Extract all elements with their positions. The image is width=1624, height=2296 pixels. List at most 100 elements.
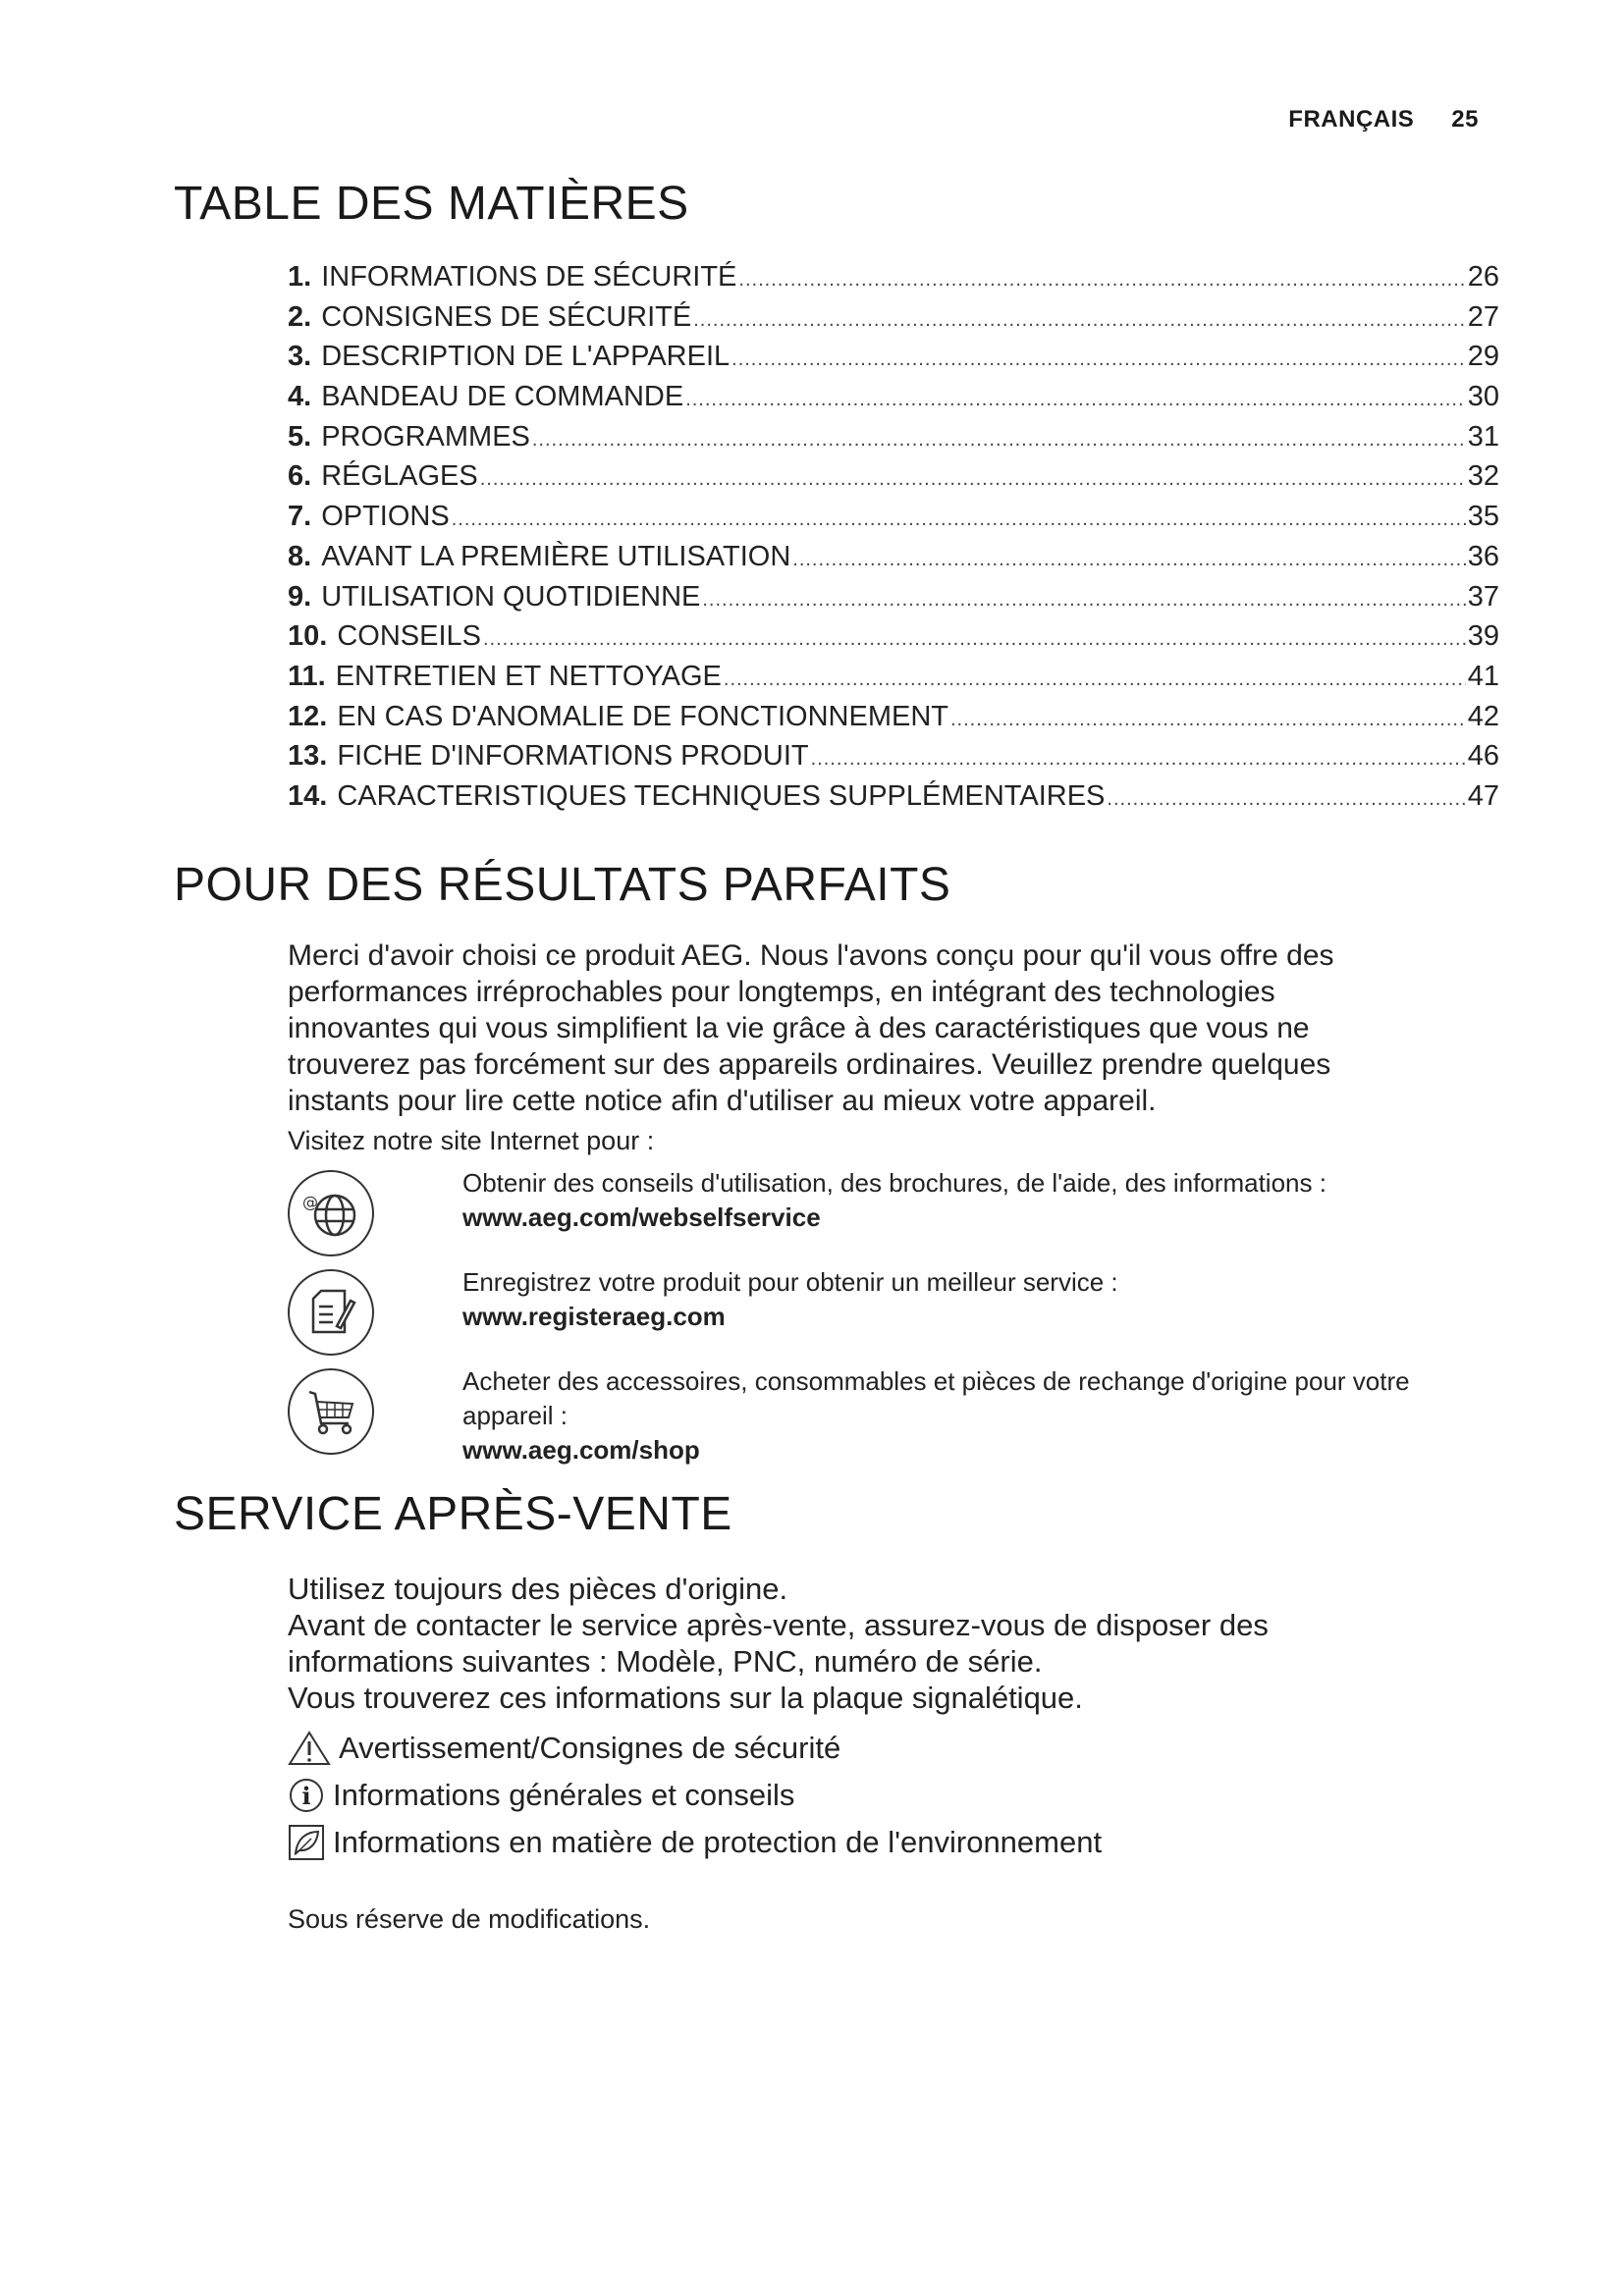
toc-item-label: AVANT LA PREMIÈRE UTILISATION [321,540,791,572]
toc-item-number: 4. [288,381,312,413]
header-language: FRANÇAIS [1288,106,1415,133]
toc-item-page: 42 [1467,700,1499,732]
intro-line: innovantes qui vous simplifient la vie g… [288,1011,1310,1044]
toc-item-label: DESCRIPTION DE L'APPAREIL [321,341,731,373]
toc-item-label: CARACTERISTIQUES TECHNIQUES SUPPLÉMENTAI… [337,779,1106,812]
toc-leader-dots [792,549,1465,571]
toc-item[interactable]: 9. UTILISATION QUOTIDIENNE 37 [288,581,1499,621]
service-line: Utilisez toujours des pièces d'origine. [288,1571,788,1606]
footer-note: Sous réserve de modifications. [288,1903,651,1934]
link-description: Obtenir des conseils d'utilisation, des … [462,1167,1326,1198]
toc-item-number: 5. [288,420,312,453]
toc-item-page: 29 [1467,341,1499,373]
toc-item-label: UTILISATION QUOTIDIENNE [321,580,701,613]
toc-item-page: 37 [1467,580,1499,613]
intro-paragraph: Merci d'avoir choisi ce produit AEG. Nou… [288,937,1499,1119]
link-description: Enregistrez votre produit pour obtenir u… [462,1266,1118,1297]
toc-item-label: FICHE D'INFORMATIONS PRODUIT [337,740,809,773]
toc-item-label: CONSIGNES DE SÉCURITÉ [321,300,692,333]
toc-item-page: 26 [1467,261,1499,293]
toc-item[interactable]: 13. FICHE D'INFORMATIONS PRODUIT 46 [288,740,1499,780]
symbol-environment: Informations en matière de protection de… [288,1819,1499,1866]
register-document-icon [288,1268,374,1356]
toc-item[interactable]: 14. CARACTERISTIQUES TECHNIQUES SUPPLÉMEN… [288,780,1499,821]
toc-item-label: PROGRAMMES [321,420,530,453]
link-row-webselfservice: @ Obtenir des conseils d'utilisation, de… [288,1168,1499,1256]
toc-item-number: 8. [288,540,312,572]
link-shop[interactable]: www.aeg.com/shop [462,1434,700,1465]
warning-triangle-icon [288,1730,331,1765]
toc-leader-dots [731,348,1466,371]
toc-item-label: INFORMATIONS DE SÉCURITÉ [321,261,737,293]
toc-item-page: 32 [1467,460,1499,493]
toc-item[interactable]: 1. INFORMATIONS DE SÉCURITÉ 26 [288,261,1499,301]
intro-line: Merci d'avoir choisi ce produit AEG. Nou… [288,938,1334,972]
shopping-cart-icon [288,1367,374,1455]
toc-item-page: 46 [1467,740,1499,773]
toc-leader-dots [685,389,1466,411]
toc-item-number: 10. [288,620,328,653]
toc-leader-dots [811,748,1466,771]
link-register[interactable]: www.registeraeg.com [462,1301,726,1331]
toc-item[interactable]: 3. DESCRIPTION DE L'APPAREIL 29 [288,341,1499,381]
toc-item-number: 1. [288,261,312,293]
toc-item-page: 35 [1467,501,1499,533]
service-title: SERVICE APRÈS-VENTE [174,1487,732,1540]
link-webselfservice[interactable]: www.aeg.com/webselfservice [462,1201,821,1232]
intro-line: instants pour lire cette notice afin d'u… [288,1084,1157,1117]
globe-at-icon: @ [288,1169,374,1256]
toc-item-label: EN CAS D'ANOMALIE DE FONCTIONNEMENT [337,700,948,732]
toc-item[interactable]: 8. AVANT LA PREMIÈRE UTILISATION 36 [288,541,1499,581]
toc-item-label: OPTIONS [321,501,450,533]
toc-item-page: 47 [1467,779,1499,812]
toc-item[interactable]: 7. OPTIONS 35 [288,501,1499,541]
toc-item[interactable]: 12. EN CAS D'ANOMALIE DE FONCTIONNEMENT 42 [288,701,1499,741]
symbol-warning: Avertissement/Consignes de sécurité [288,1725,1499,1772]
toc-item-page: 39 [1467,620,1499,653]
toc-item-number: 9. [288,580,312,613]
toc-leader-dots [724,668,1466,691]
toc-item-page: 41 [1467,660,1499,692]
intro-line: trouverez pas forcément sur des appareil… [288,1047,1331,1081]
toc-item-label: RÉGLAGES [321,460,478,493]
toc-leader-dots [480,468,1466,491]
toc-leader-dots [483,628,1466,651]
service-line: Vous trouverez ces informations sur la p… [288,1680,1083,1715]
service-line: Avant de contacter le service après-vent… [288,1607,1269,1642]
toc-leader-dots [1107,788,1465,811]
results-title: POUR DES RÉSULTATS PARFAITS [174,858,951,911]
svg-text:i: i [301,1782,310,1810]
toc-item-page: 27 [1467,300,1499,333]
svg-text:@: @ [302,1193,318,1211]
toc-item[interactable]: 4. BANDEAU DE COMMANDE 30 [288,381,1499,421]
toc-item[interactable]: 10. CONSEILS 39 [288,620,1499,661]
toc-leader-dots [950,709,1466,731]
toc-item-page: 31 [1467,420,1499,453]
service-paragraph: Utilisez toujours des pièces d'origine. … [288,1571,1499,1716]
symbol-label: Avertissement/Consignes de sécurité [339,1730,841,1765]
toc-item-number: 14. [288,779,328,812]
toc-leader-dots [532,429,1466,452]
toc-leader-dots [702,589,1465,612]
toc-leader-dots [693,309,1465,332]
toc-item-number: 13. [288,740,328,773]
toc-item-number: 3. [288,341,312,373]
toc-item[interactable]: 6. RÉGLAGES 32 [288,460,1499,501]
link-row-register: Enregistrez votre produit pour obtenir u… [288,1267,1499,1356]
toc-item[interactable]: 2. CONSIGNES DE SÉCURITÉ 27 [288,301,1499,342]
info-circle-icon: i [290,1778,323,1812]
toc-item-page: 36 [1467,540,1499,572]
link-row-shop: Acheter des accessoires, consommables et… [288,1366,1499,1468]
toc-title: TABLE DES MATIÈRES [174,178,689,230]
toc-item[interactable]: 5. PROGRAMMES 31 [288,421,1499,461]
toc-leader-dots [452,508,1466,531]
page-header: FRANÇAIS 25 [1288,106,1479,133]
symbol-legend: Avertissement/Consignes de sécurité i In… [288,1725,1499,1866]
toc-item-label: BANDEAU DE COMMANDE [321,381,684,413]
toc-leader-dots [738,269,1465,292]
page-content: TABLE DES MATIÈRES 1. INFORMATIONS DE SÉC… [174,175,1509,1935]
page-number: 25 [1451,106,1479,133]
toc-item[interactable]: 11. ENTRETIEN ET NETTOYAGE 41 [288,661,1499,701]
service-line: informations suivantes : Modèle, PNC, nu… [288,1643,1043,1679]
visit-text: Visitez notre site Internet pour : [288,1125,655,1155]
